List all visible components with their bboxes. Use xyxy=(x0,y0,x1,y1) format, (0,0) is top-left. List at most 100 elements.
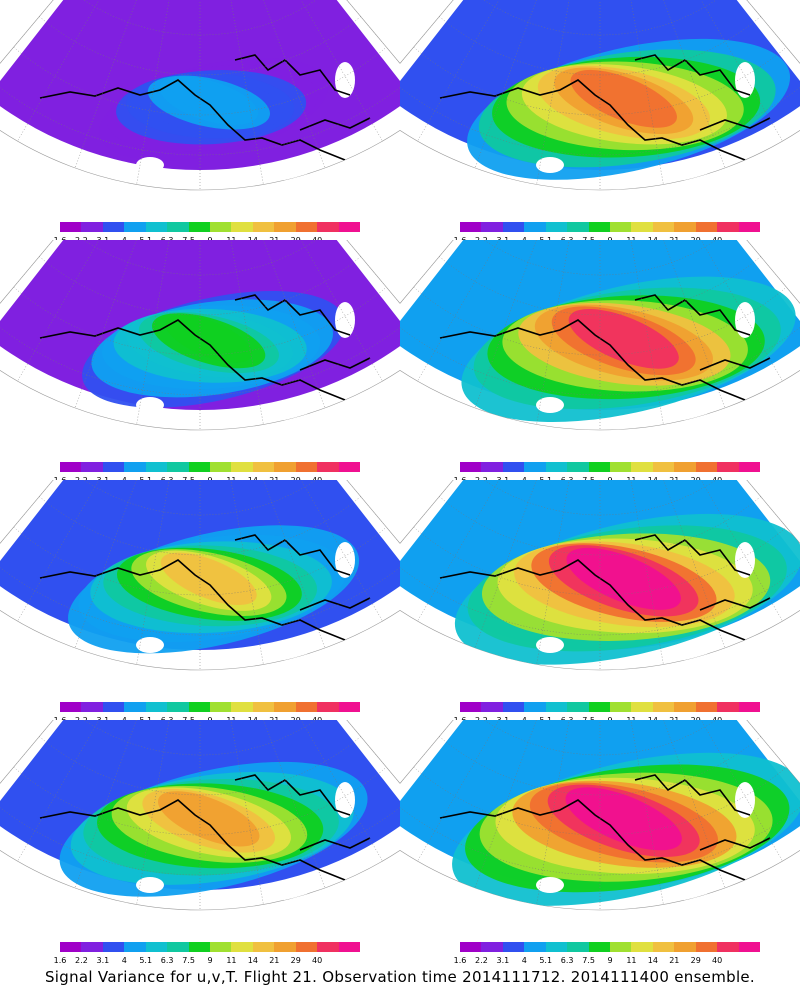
colorbar-swatch xyxy=(695,462,718,472)
colorbar-swatch xyxy=(167,702,190,712)
latitude-gridline xyxy=(64,480,336,516)
low-variance-gap xyxy=(284,173,316,187)
low-variance-gap xyxy=(684,413,716,427)
low-variance-gap xyxy=(536,397,564,413)
colorbar-swatch xyxy=(295,702,318,712)
colorbar-swatch xyxy=(738,942,761,952)
colorbar-tick-label: 7.5 xyxy=(182,956,195,965)
low-variance-gap xyxy=(684,893,716,907)
colorbar-swatch xyxy=(188,222,211,232)
low-variance-gap xyxy=(735,782,755,818)
variance-map xyxy=(0,0,400,191)
colorbar-swatch xyxy=(695,702,718,712)
map-panel: 2014111712 + 24h1.62.23.145.16.37.591114… xyxy=(0,480,400,725)
low-variance-gap xyxy=(284,893,316,907)
map-panel: 2014111712 + 00h1.62.23.145.16.37.591114… xyxy=(0,0,400,245)
colorbar-tick-label: 6.3 xyxy=(560,956,574,965)
low-variance-gap xyxy=(284,413,316,427)
colorbar-tick-label: 11 xyxy=(226,956,237,965)
latitude-gridline xyxy=(0,317,400,396)
map-panel: 2014111712 + 60h1.62.23.145.16.37.591114… xyxy=(400,240,800,485)
variance-map xyxy=(400,480,800,671)
colorbar-swatch xyxy=(545,942,568,952)
colorbar-swatch xyxy=(717,462,740,472)
colorbar-swatch xyxy=(317,702,340,712)
latitude-gridline xyxy=(464,0,736,36)
colorbar-tick-label: 14 xyxy=(647,956,658,965)
colorbar-swatch xyxy=(124,942,147,952)
colorbar-swatch xyxy=(610,702,632,712)
coastline xyxy=(39,294,371,401)
colorbar-swatch xyxy=(317,942,340,952)
colorbar-tick-label: 21 xyxy=(669,956,680,965)
colorbar-swatch xyxy=(502,942,525,952)
colorbar-swatch xyxy=(274,702,297,712)
colorbar-swatch xyxy=(145,462,168,472)
coastline xyxy=(439,774,771,881)
colorbar-swatch xyxy=(338,462,361,472)
variance-contour xyxy=(170,77,247,120)
low-variance-gap xyxy=(136,877,164,893)
latitude-gridline xyxy=(64,240,336,276)
colorbar-swatch xyxy=(274,462,297,472)
colorbar-swatch xyxy=(145,222,168,232)
colorbar-swatch xyxy=(610,222,632,232)
colorbar-swatch xyxy=(631,462,654,472)
figure-caption: Signal Variance for u,v,T. Flight 21. Ob… xyxy=(44,968,756,986)
latitude-gridline xyxy=(400,317,800,396)
colorbar-swatch xyxy=(188,702,211,712)
colorbar-swatch xyxy=(610,942,632,952)
low-variance-gap xyxy=(284,653,316,667)
colorbar-swatch xyxy=(460,222,482,232)
colorbar-swatch xyxy=(145,702,168,712)
colorbar-swatch xyxy=(188,942,211,952)
colorbar-swatch xyxy=(338,702,361,712)
colorbar-swatch xyxy=(274,222,297,232)
coastline xyxy=(439,534,771,641)
colorbar-swatch xyxy=(210,462,232,472)
colorbar-tick-label: 40 xyxy=(712,956,723,965)
colorbar-swatch xyxy=(588,942,611,952)
colorbar-swatch xyxy=(524,942,547,952)
colorbar-tick-label: 7.5 xyxy=(582,956,595,965)
colorbar-tick-label: 3.1 xyxy=(496,956,510,965)
variance-contour xyxy=(570,69,677,128)
colorbar-tick-label: 21 xyxy=(269,956,280,965)
colorbar-swatch xyxy=(460,462,482,472)
colorbar-swatch xyxy=(588,702,611,712)
variance-map xyxy=(400,720,800,911)
low-variance-gap xyxy=(684,653,716,667)
coastline xyxy=(39,774,371,881)
colorbar-swatch xyxy=(695,222,718,232)
colorbar-swatch xyxy=(588,462,611,472)
colorbar-swatch xyxy=(652,702,675,712)
latitude-gridline xyxy=(64,720,336,756)
colorbar-swatch xyxy=(567,702,590,712)
colorbar-swatch xyxy=(210,702,232,712)
low-variance-gap xyxy=(335,302,355,338)
colorbar-swatch xyxy=(210,222,232,232)
colorbar-tick-label: 6.3 xyxy=(160,956,174,965)
variance-contour xyxy=(565,787,682,851)
colorbar-swatch xyxy=(674,462,697,472)
colorbar-swatch xyxy=(81,702,104,712)
colorbar-tick-label: 2.2 xyxy=(475,956,488,965)
latitude-gridline xyxy=(400,557,800,636)
colorbar-swatch xyxy=(674,702,697,712)
colorbar-swatch xyxy=(460,942,482,952)
colorbar-swatch xyxy=(631,222,654,232)
coastline xyxy=(439,54,771,161)
colorbar-tick-label: 9 xyxy=(207,956,213,965)
colorbar-swatch xyxy=(188,462,211,472)
colorbar-swatch xyxy=(545,222,568,232)
latitude-gridline xyxy=(400,77,800,156)
variance-map xyxy=(0,240,400,431)
colorbar-swatch xyxy=(610,462,632,472)
